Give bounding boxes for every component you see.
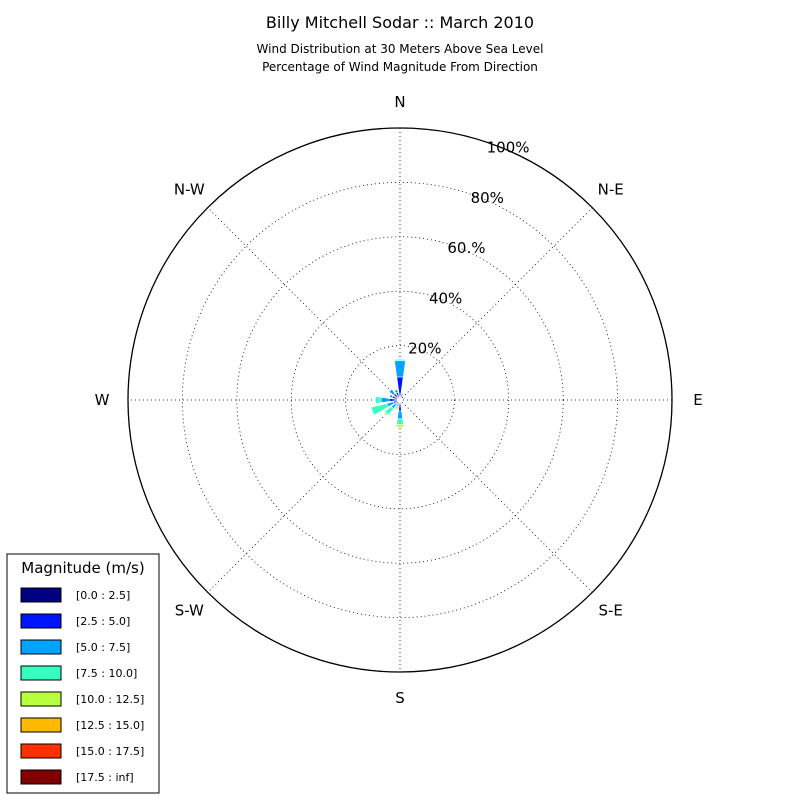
direction-label: E	[693, 391, 702, 409]
chart-title: Billy Mitchell Sodar :: March 2010	[266, 13, 534, 32]
direction-label: S-E	[599, 602, 623, 620]
wind-bar-segment	[388, 388, 396, 396]
wind-bar-segment	[393, 358, 407, 362]
wind-bar-segment	[394, 389, 399, 394]
legend-swatch	[20, 691, 62, 707]
legend-label: [7.5 : 10.0]	[76, 667, 137, 680]
legend-swatch	[20, 717, 62, 733]
wind-bar-segment	[396, 418, 404, 425]
grid-ring	[345, 345, 455, 455]
legend-label: [17.5 : inf]	[76, 771, 134, 784]
legend-title: Magnitude (m/s)	[21, 559, 144, 577]
radial-tick-label: 20%	[408, 340, 441, 358]
legend-label: [15.0 : 17.5]	[76, 745, 144, 758]
wind-bar-segment	[400, 399, 403, 402]
legend-items: [0.0 : 2.5] [2.5 : 5.0] [5.0 : 7.5] [7.5 : …	[20, 587, 144, 785]
grid-ring	[290, 290, 510, 510]
wind-bar-segment	[375, 396, 382, 404]
grid-ring	[181, 181, 619, 619]
chart-subtitle-line-2: Percentage of Wind Magnitude From Direct…	[262, 60, 538, 74]
wind-bar-segment	[403, 396, 406, 400]
wind-bar-segment	[400, 397, 403, 400]
wind-bar-segment	[400, 393, 404, 396]
legend-label: [2.5 : 5.0]	[76, 615, 130, 628]
wind-bars	[370, 358, 407, 428]
radial-tick-label: 40%	[429, 289, 462, 307]
legend: Magnitude (m/s) [0.0 : 2.5] [2.5 : 5.0] [5…	[6, 553, 160, 794]
legend-swatch	[20, 587, 62, 603]
radial-tick-label: 80%	[471, 189, 504, 207]
legend-swatch	[20, 639, 62, 655]
radial-tick-labels: 20% 40% 60.% 80% 100%	[408, 139, 529, 358]
legend-label: [10.0 : 12.5]	[76, 693, 144, 706]
direction-label: N-W	[174, 180, 205, 198]
legend-swatch	[20, 613, 62, 629]
wind-bar-segment	[397, 410, 403, 420]
direction-label: N-E	[598, 180, 624, 198]
wind-bar-segment	[394, 405, 399, 410]
wind-bar-segment	[400, 401, 403, 405]
legend-swatch	[20, 743, 62, 759]
radial-tick-label: 100%	[487, 139, 530, 157]
legend-label: [5.0 : 7.5]	[76, 641, 130, 654]
direction-label: W	[95, 391, 110, 409]
polar-frame	[127, 127, 673, 673]
direction-label: N	[394, 93, 405, 111]
legend-swatch	[20, 769, 62, 785]
legend-swatch	[20, 665, 62, 681]
direction-label: S-W	[175, 602, 204, 620]
wind-bar-segment	[389, 394, 394, 399]
legend-label: [12.5 : 15.0]	[76, 719, 144, 732]
wind-bar-segment	[370, 403, 389, 416]
chart-subtitle-line-1: Wind Distribution at 30 Meters Above Sea…	[257, 42, 544, 56]
legend-label: [0.0 : 2.5]	[76, 589, 130, 602]
wind-bar-segment	[383, 411, 389, 417]
direction-labels: N N-E E S-E S S-W W N-W	[95, 93, 703, 707]
wind-bar-segment	[394, 360, 406, 378]
wind-bar-segment	[395, 423, 405, 428]
wind-bar-segment	[380, 397, 390, 403]
radial-tick-label: 60.%	[447, 239, 485, 257]
wind-bar-segment	[400, 400, 403, 403]
direction-label: S	[395, 689, 405, 707]
